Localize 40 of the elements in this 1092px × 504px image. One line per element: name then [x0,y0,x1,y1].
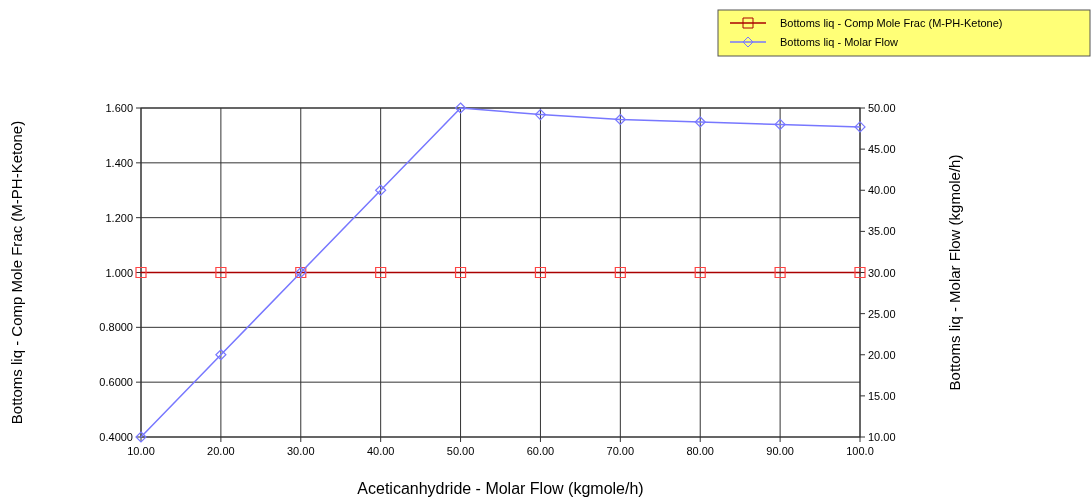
y2-tick-label: 30.00 [868,266,896,279]
point [454,102,467,114]
point [774,118,786,131]
x-tick-label: 100.0 [846,445,874,457]
x-tick-label: 10.00 [127,445,155,457]
point [135,431,147,443]
y-tick-label: 1.400 [105,156,133,169]
y-tick-label: 0.8000 [99,321,133,334]
point [215,349,227,361]
legend-label: Bottoms liq - Molar Flow [780,36,899,48]
x-tick-label: 20.00 [207,445,235,457]
y2-axis-title: Bottoms liq - Molar Flow (kgmole/h) [946,154,963,391]
y-tick-label: 0.4000 [99,431,133,443]
x-tick-label: 50.00 [446,445,475,457]
x-tick-label: 30.00 [287,445,315,457]
y-tick-label: 0.6000 [99,376,133,389]
x-tick-label: 70.00 [606,445,635,457]
y2-tick-label: 15.00 [868,389,896,402]
point [614,113,626,126]
x-tick-label: 60.00 [526,445,555,457]
legend-label: Bottoms liq - Comp Mole Frac (M-PH-Ketone) [780,17,1003,29]
y-axis-title: Bottoms liq - Comp Mole Frac (M-PH-Ketone) [8,120,25,425]
y-tick-label: 1.600 [105,102,133,114]
y-tick-label: 1.000 [105,266,133,279]
y2-tick-label: 50.00 [868,102,896,114]
y2-tick-label: 10.00 [868,431,896,443]
point [375,184,387,196]
point [534,108,547,121]
x-tick-label: 80.00 [686,445,714,457]
point [694,116,706,128]
y2-tick-label: 20.00 [868,348,896,361]
x-tick-label: 40.00 [366,445,395,457]
y-tick-label: 1.200 [105,211,133,224]
y2-tick-label: 35.00 [868,225,896,238]
y2-tick-label: 25.00 [868,307,896,320]
y2-tick-label: 45.00 [868,143,896,156]
y2-tick-label: 40.00 [868,184,896,197]
point [854,121,866,133]
x-axis-title: Aceticanhydride - Molar Flow (kgmole/h) [357,480,644,497]
x-tick-label: 90.00 [766,445,794,457]
